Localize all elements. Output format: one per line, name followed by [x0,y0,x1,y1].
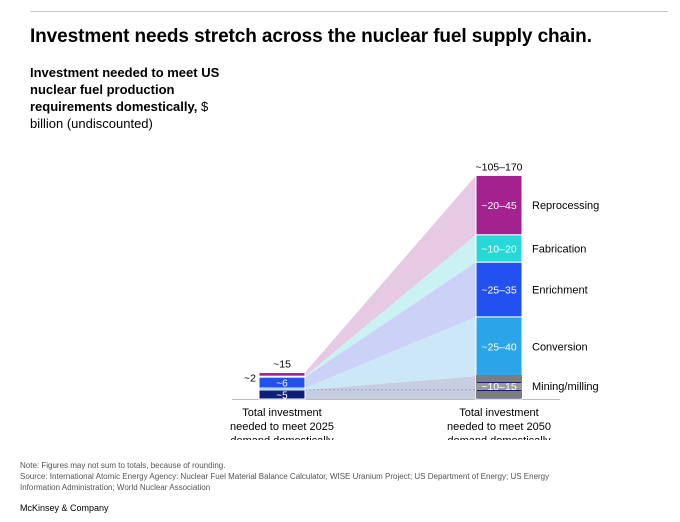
bar-segment-reprocessing [258,372,306,377]
series-label: Conversion [532,342,588,354]
bar-1 [258,372,306,400]
band-conversion [305,316,476,390]
value-label: ~10–15 [481,381,516,393]
chart-subtitle: Investment needed to meet US nuclear fue… [30,64,220,132]
subtitle-measure: Investment needed to meet US nuclear fue… [30,65,220,114]
bar-segment-conversion [475,316,523,377]
band-enrichment [305,262,476,389]
category-label: demand domestically [447,435,551,440]
value-label: ~25–40 [481,342,516,354]
value-label: ~10–20 [481,243,516,255]
connector-bands [305,175,476,399]
band-reprocessing [305,175,476,377]
chart-title: Investment needs stretch across the nucl… [30,26,592,47]
bar-segment-fabrication [475,234,523,263]
category-label: needed to meet 2025 [230,421,334,433]
total-label: ~15 [273,359,291,371]
stacked-bar-chart: ~10–15 Mining/milling ~25–40 Conversion ~25–… [230,161,599,440]
total-label: ~105–170 [475,161,522,173]
series-label: Fabrication [532,243,586,255]
base-stripe [476,383,522,390]
bar-segment-reprocessing [475,174,523,236]
subtitle-unit: $ billion (undiscounted) [30,99,209,131]
bar-segment-enrichment [475,261,523,318]
band-fabrication [305,234,476,378]
footnotes: Note: Figures may not sum to totals, bec… [20,460,620,493]
note-text: Note: Figures may not sum to totals, bec… [20,461,226,470]
value-label: ~20–45 [481,200,516,212]
band-mining-milling [305,376,476,399]
base-stripe [476,391,522,398]
brand-logo-text: McKinsey & Company [20,503,109,513]
value-label: ~5 [276,390,288,401]
value-label: ~6 [276,379,288,390]
category-label: Total investment [242,407,321,419]
source-text-line-1: Source: International Atomic Energy Agen… [20,472,550,481]
series-label: Reprocessing [532,200,599,212]
value-label: ~2 [244,373,256,385]
value-label: ~25–35 [481,285,516,297]
series-label: Mining/milling [532,381,599,393]
source-text-line-2: Information Administration; World Nuclea… [20,483,211,492]
base-stripe [476,375,522,382]
bar-2-base-stripes [476,375,522,398]
series-label: Enrichment [532,285,588,297]
category-label: demand domestically [230,435,334,440]
category-label: Total investment [459,407,538,419]
category-label: needed to meet 2050 [447,421,551,433]
top-rule [30,11,668,12]
